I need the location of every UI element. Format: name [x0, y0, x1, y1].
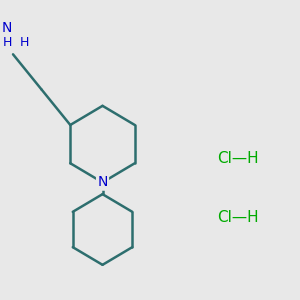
Text: H: H: [20, 36, 29, 49]
Text: N: N: [2, 21, 13, 35]
Text: Cl—H: Cl—H: [217, 151, 259, 166]
Text: Cl—H: Cl—H: [217, 210, 259, 225]
Text: N: N: [97, 176, 108, 189]
Text: H: H: [3, 36, 12, 49]
